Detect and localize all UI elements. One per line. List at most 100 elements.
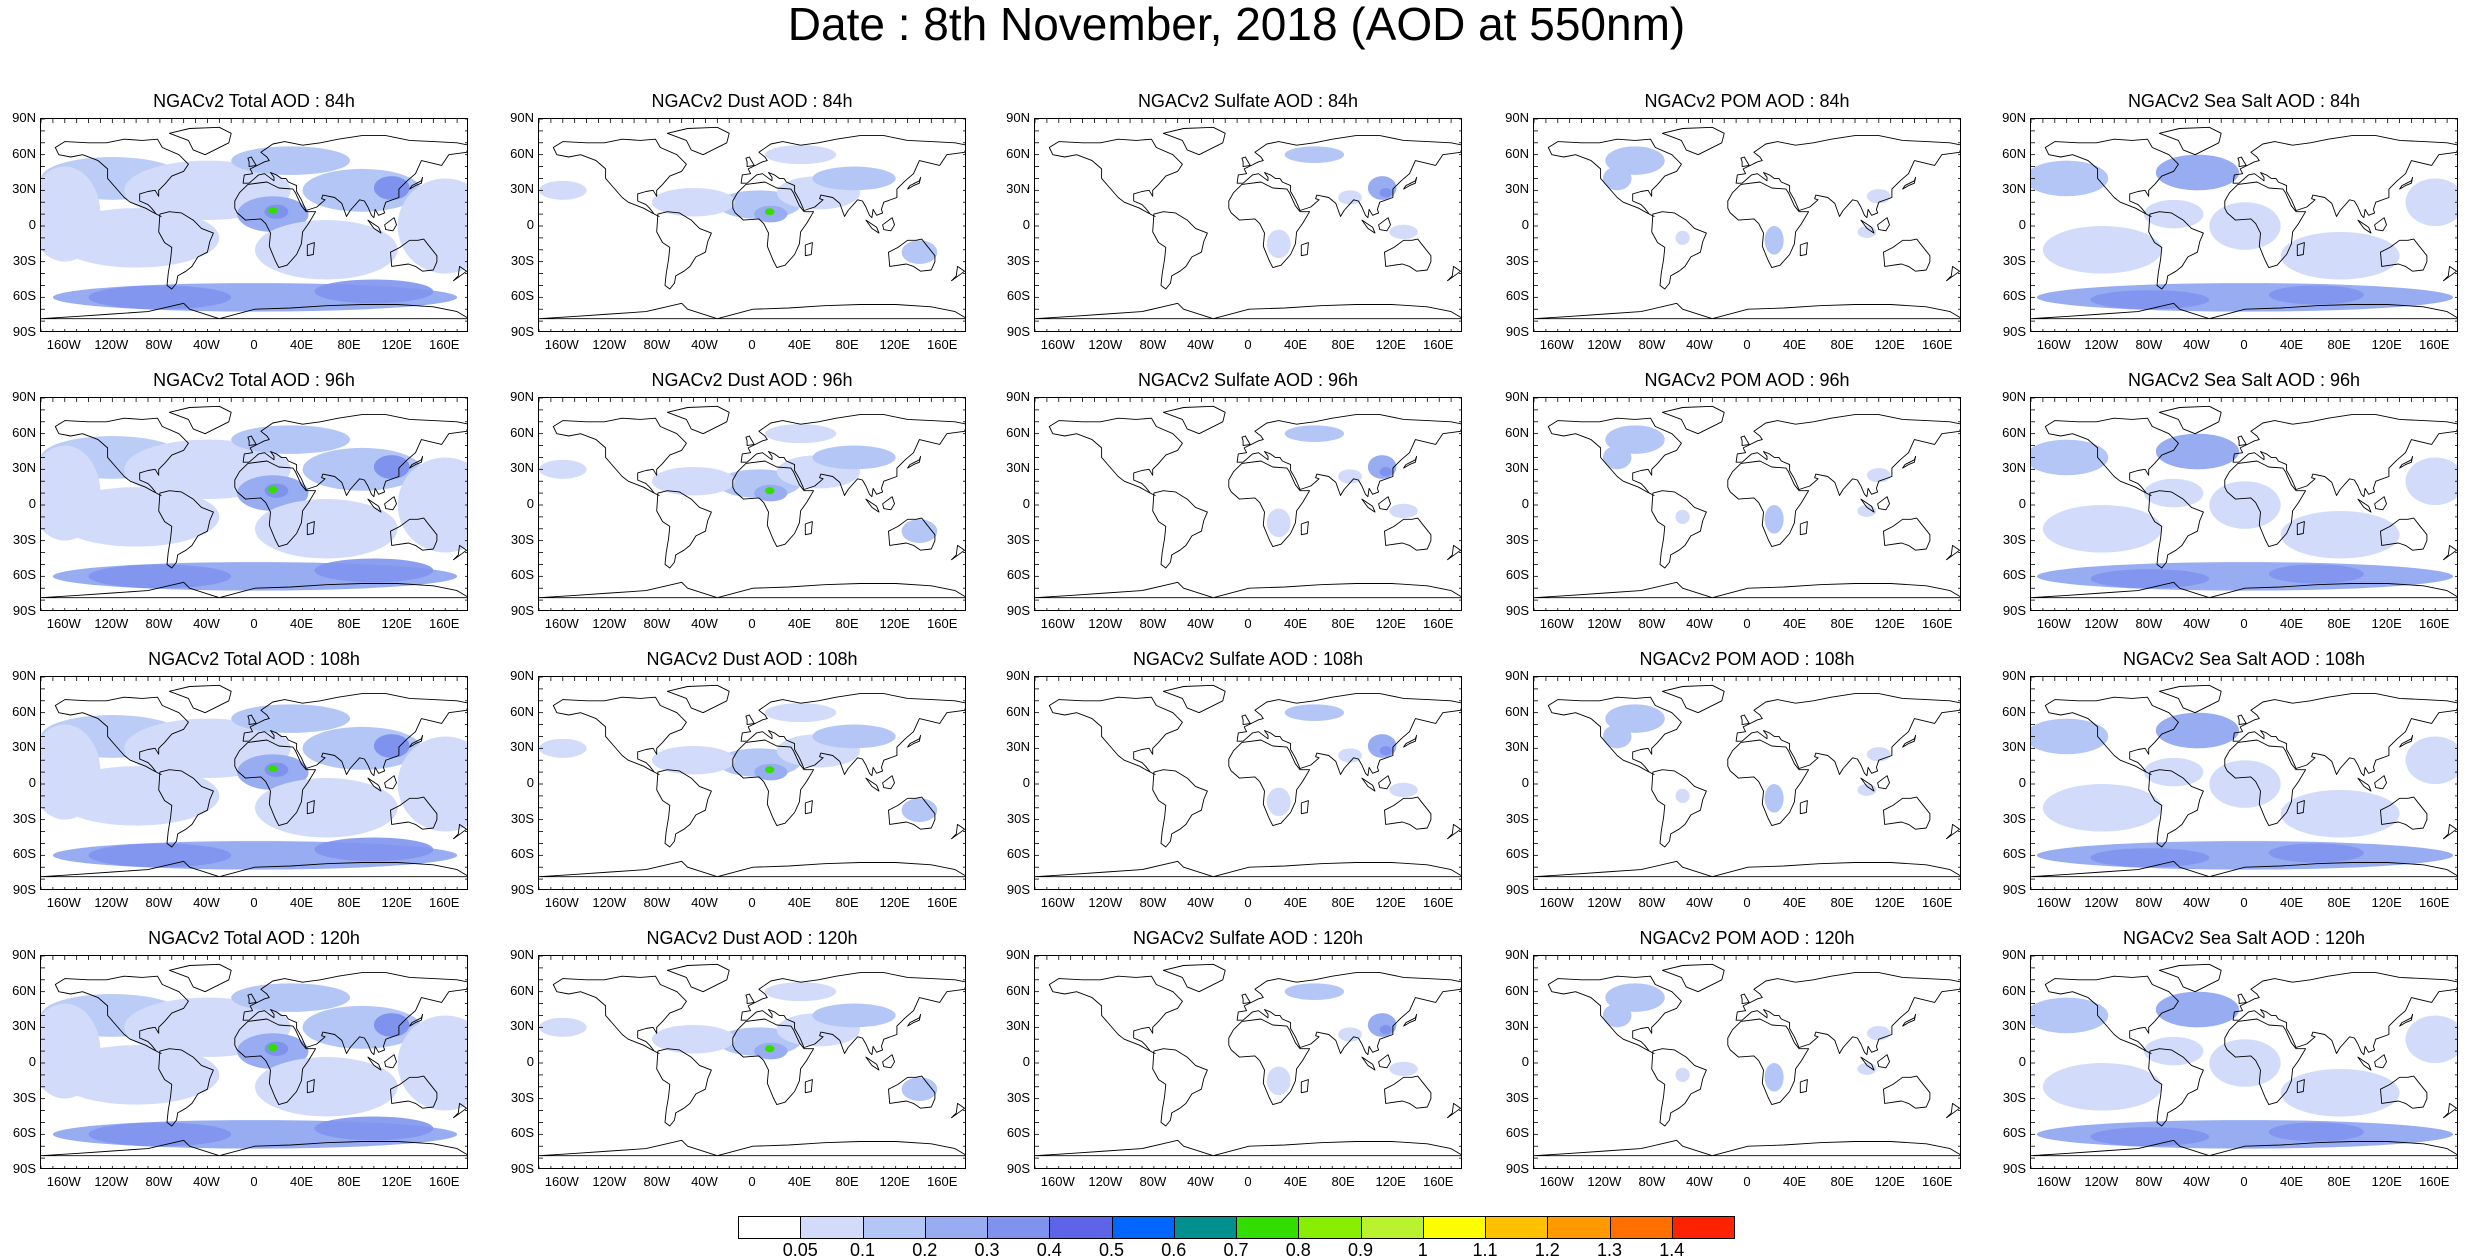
lon-label: 160W	[1040, 895, 1075, 910]
lon-label: 160E	[429, 1174, 460, 1189]
coastline	[2380, 238, 2428, 272]
aod-plume	[901, 519, 938, 544]
lon-label: 40W	[691, 337, 718, 352]
aod-plume	[255, 220, 398, 280]
lon-label: 0	[1743, 1174, 1751, 1189]
aod-plume	[812, 1003, 896, 1028]
colorbar-label: 0.2	[912, 1240, 938, 1260]
map-frame	[538, 676, 966, 890]
lon-label: 80E	[1331, 895, 1355, 910]
lat-label: 90S	[1006, 603, 1030, 618]
coastline	[2374, 496, 2387, 511]
panel-title: NGACv2 Sea Salt AOD : 96h	[2127, 370, 2361, 390]
lon-label: 120W	[1587, 1174, 1622, 1189]
colorbar-swatch	[1547, 1216, 1611, 1239]
coastline	[453, 1102, 467, 1119]
lat-label: 90S	[510, 603, 534, 618]
coastline	[367, 219, 382, 234]
aod-plume	[1284, 425, 1345, 442]
map-frame	[40, 955, 468, 1169]
coastline	[2296, 1079, 2305, 1094]
lat-label: 30N	[1006, 739, 1030, 755]
aod-plume	[268, 485, 278, 494]
lon-label: 160W	[544, 337, 579, 352]
aod-plume	[764, 982, 837, 1002]
lat-label: 0	[2018, 217, 2026, 232]
aod-plume	[373, 1013, 410, 1037]
lon-label: 120W	[1088, 616, 1123, 631]
lat-label: 30S	[510, 1089, 534, 1105]
aod-map	[539, 119, 965, 331]
aod-map	[2031, 398, 2457, 610]
lon-label: 40E	[787, 895, 812, 910]
aod-map	[2031, 677, 2457, 889]
coastline	[1035, 302, 1461, 320]
lat-label: 60N	[12, 145, 36, 161]
lat-label: 60S	[1006, 846, 1030, 862]
lat-label: 0	[1521, 217, 1529, 232]
coastline	[1799, 1079, 1808, 1094]
aod-map	[1035, 677, 1461, 889]
coastline	[1048, 975, 1183, 1054]
coastline	[732, 460, 815, 548]
lat-label: 60N	[12, 424, 36, 440]
aod-plume	[1602, 166, 1632, 191]
coastline	[951, 823, 965, 840]
coastline	[2380, 796, 2428, 830]
lon-label: 80W	[145, 616, 173, 631]
lon-label: 160W	[1040, 337, 1075, 352]
aod-plume	[764, 766, 775, 774]
lat-label: 0	[2018, 1054, 2026, 1069]
coastline	[1035, 860, 1461, 878]
coastline	[882, 496, 895, 511]
aod-plume	[1675, 788, 1690, 804]
aod-plume	[1389, 782, 1418, 798]
coastline	[390, 517, 438, 551]
lat-label: 60S	[1006, 1125, 1030, 1141]
coastline	[1228, 181, 1311, 269]
aod-map	[1035, 956, 1461, 1168]
lon-label: 160E	[2419, 616, 2450, 631]
coastline	[1378, 217, 1391, 232]
aod-plume	[2090, 1127, 2210, 1147]
aod-plume	[2031, 439, 2109, 476]
aod-plume	[1284, 983, 1345, 1000]
coastline	[1735, 414, 1960, 498]
map-panel-sulfate-120h: NGACv2 Sulfate AOD : 120h 90N 60N 30N 0 30S 60…	[992, 927, 1504, 1191]
lon-label: 40E	[289, 616, 314, 631]
coastline	[951, 544, 965, 561]
aod-plume	[1379, 187, 1392, 198]
colorbar-swatch	[1671, 1216, 1735, 1239]
lon-label: 120W	[1088, 895, 1123, 910]
lon-label: 80W	[643, 337, 671, 352]
map-frame	[1034, 676, 1462, 890]
lat-label: 30S	[1006, 810, 1030, 826]
lat-label: 0	[526, 775, 534, 790]
map-panel-sulfate-108h: NGACv2 Sulfate AOD : 108h 90N 60N 30N 0 30S 60…	[992, 648, 1504, 912]
coastline	[1799, 800, 1808, 815]
lat-label: 90N	[1505, 389, 1529, 404]
lat-label: 0	[1022, 775, 1030, 790]
lon-label: 40W	[691, 895, 718, 910]
aod-map	[41, 398, 467, 610]
coastline	[2148, 1048, 2204, 1127]
aod-map	[1035, 119, 1461, 331]
aod-plume	[2268, 564, 2364, 584]
lon-label: 0	[1743, 895, 1751, 910]
coastline	[1447, 1102, 1461, 1119]
lat-label: 0	[526, 217, 534, 232]
coastline	[2237, 993, 2247, 1005]
lat-label: 90N	[1006, 110, 1030, 125]
coastline	[2399, 455, 2414, 469]
lon-label: 160E	[1922, 1174, 1953, 1189]
aod-map	[1534, 956, 1960, 1168]
map-panel-seasalt-84h: NGACv2 Sea Salt AOD : 84h 90N 60N 30N 0 30S 60…	[1988, 90, 2473, 354]
lon-label: 80W	[145, 337, 173, 352]
lat-label: 90N	[510, 947, 534, 962]
aod-plume	[1266, 508, 1291, 538]
lat-label: 90S	[1006, 1161, 1030, 1176]
lon-label: 160E	[1922, 337, 1953, 352]
lat-label: 60N	[1505, 982, 1529, 998]
coastline	[888, 517, 936, 551]
map-frame	[538, 397, 966, 611]
